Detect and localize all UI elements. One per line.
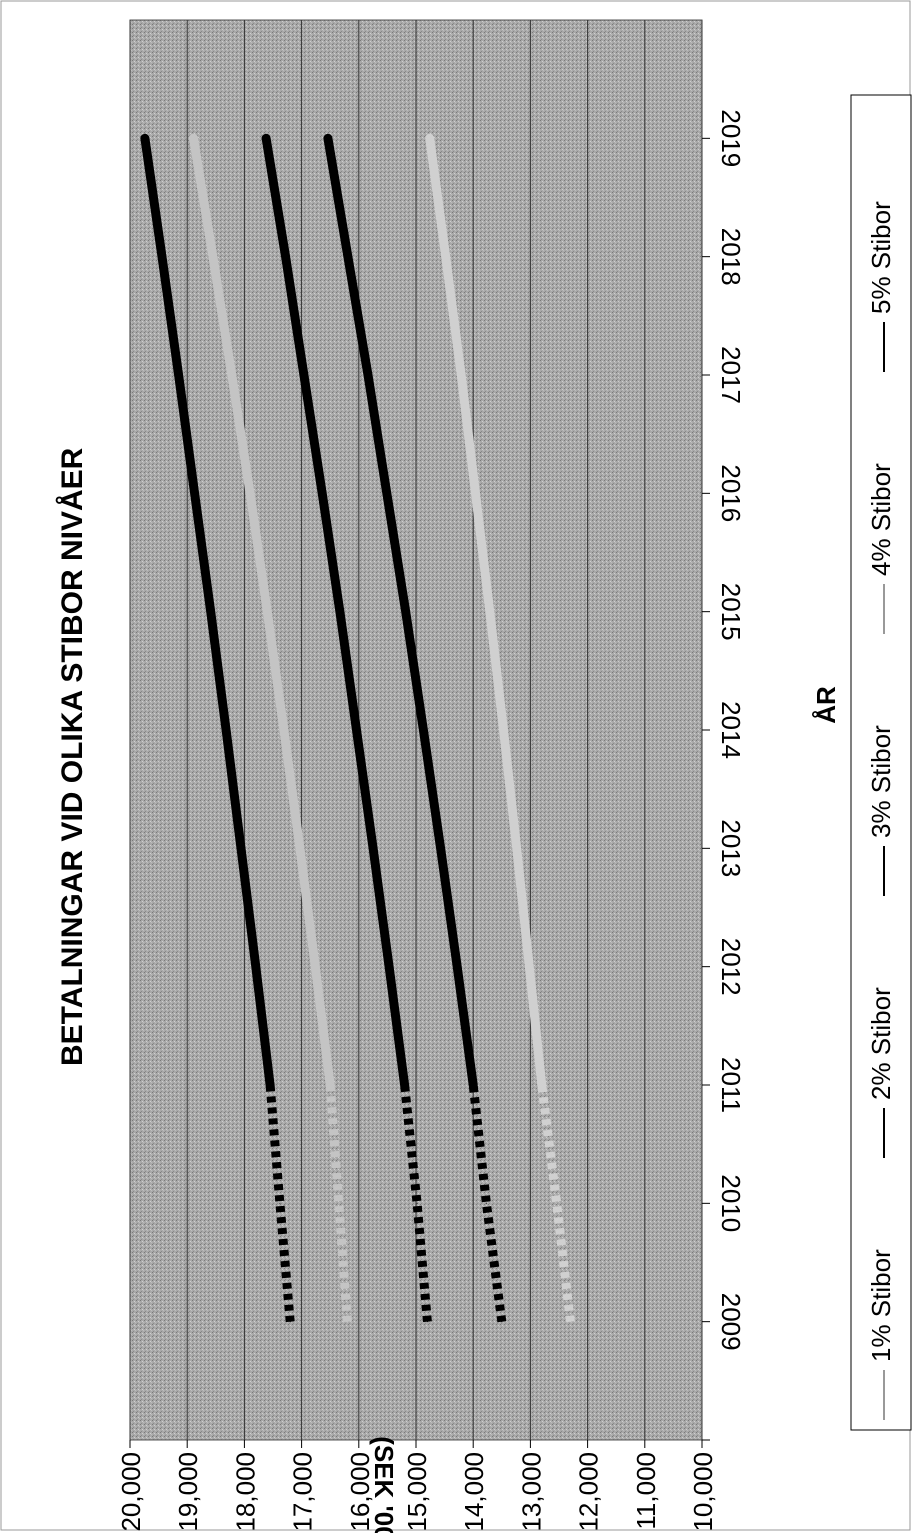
data-point [269,1084,271,1086]
data-point [161,256,163,258]
y-tick-label: 15,000 [402,1452,432,1532]
data-point [416,1202,418,1204]
x-tick-label: 2009 [716,1293,746,1351]
data-point [472,1084,474,1086]
data-point [501,1321,503,1323]
data-point [440,847,442,849]
y-tick-label: 10,000 [688,1452,718,1532]
data-point [489,611,491,613]
legend-box [850,94,912,1431]
data-point [429,137,431,139]
y-tick-label: 20,000 [116,1452,146,1532]
data-point [193,137,194,139]
data-point [367,374,369,376]
data-point [144,137,146,139]
data-point [178,374,180,376]
x-tick-label: 2015 [716,583,746,641]
data-point [405,611,407,613]
data-point [404,1084,406,1086]
data-point [283,729,285,731]
data-point [299,847,301,849]
data-point [346,1321,348,1323]
y-axis-ticks: 10,000 11,000 12,000 13,000 14,000 15,000 16,0… [116,1440,718,1532]
x-tick-label: 2014 [716,701,746,759]
data-point [265,137,267,139]
data-point [556,1202,558,1204]
data-point [194,492,196,494]
data-point [240,847,242,849]
data-point [249,492,251,494]
y-axis-label: (SEK '000) [369,1436,399,1533]
x-tick-label: 2012 [716,938,746,996]
legend-label: 3% Stibor [866,725,896,838]
data-point [289,1321,291,1323]
legend-items: 1% Stibor 2% Stibor 3% Stibor 4% Stibor 5% S… [866,201,896,1420]
legend-label: 2% Stibor [866,987,896,1100]
x-tick-label: 2016 [716,464,746,522]
legend-label: 4% Stibor [866,463,896,576]
data-point [528,966,530,968]
gridlines [129,20,703,1440]
x-tick-label: 2010 [716,1174,746,1232]
data-point [255,966,257,968]
data-point [388,966,390,968]
chart-title: BETALNINGAR VID OLIKA STIBOR NIVÅER [56,447,89,1066]
data-point [569,1321,571,1323]
data-point [225,729,227,731]
series-line-dotted [468,1084,507,1323]
x-tick-label: 2017 [716,346,746,404]
data-point [485,1202,487,1204]
data-point [327,137,329,139]
data-point [210,611,212,613]
y-tick-label: 17,000 [288,1452,318,1532]
data-point [541,1084,543,1086]
data-point [460,374,462,376]
data-point [475,492,476,494]
data-point [339,611,341,613]
y-tick-label: 12,000 [574,1452,604,1532]
x-tick-label: 2018 [716,228,746,286]
legend-label: 1% Stibor [866,1249,896,1362]
series-line-dotted [400,1084,432,1323]
data-point [445,256,447,258]
x-tick-label: 2011 [716,1057,746,1113]
data-point [338,1202,340,1204]
data-point [372,847,374,849]
data-point [314,966,316,968]
data-point [426,1321,428,1323]
y-tick-label: 11,000 [631,1452,661,1530]
data-point [386,492,388,494]
data-point [356,729,357,731]
data-point [266,611,268,613]
x-tick-label: 2013 [716,819,746,877]
data-point [321,492,323,494]
y-tick-label: 14,000 [459,1452,489,1532]
data-point [422,729,424,731]
y-tick-label: 13,000 [516,1452,546,1532]
data-point [303,374,305,376]
legend: 1% Stibor 2% Stibor 3% Stibor 4% Stibor 5% S… [850,94,912,1431]
series-lines [140,133,575,1323]
x-axis-ticks: 2009 2010 2011 2012 2013 2014 2015 2016 2017 2018… [702,109,746,1441]
y-tick-label: 19,000 [173,1452,203,1532]
data-point [212,256,214,258]
data-point [503,729,504,731]
data-point [516,847,518,849]
x-tick-label: 2019 [716,109,746,167]
data-point [456,966,458,968]
legend-label: 5% Stibor [866,201,896,314]
data-point [329,1084,331,1086]
data-point [285,256,287,258]
data-point [279,1202,281,1204]
x-axis-label: ÅR [811,686,841,724]
y-tick-label: 18,000 [230,1452,260,1532]
y-tick-label: 16,000 [345,1452,375,1532]
series-line-dotted [537,1084,575,1323]
data-point [347,256,349,258]
data-point [231,374,233,376]
